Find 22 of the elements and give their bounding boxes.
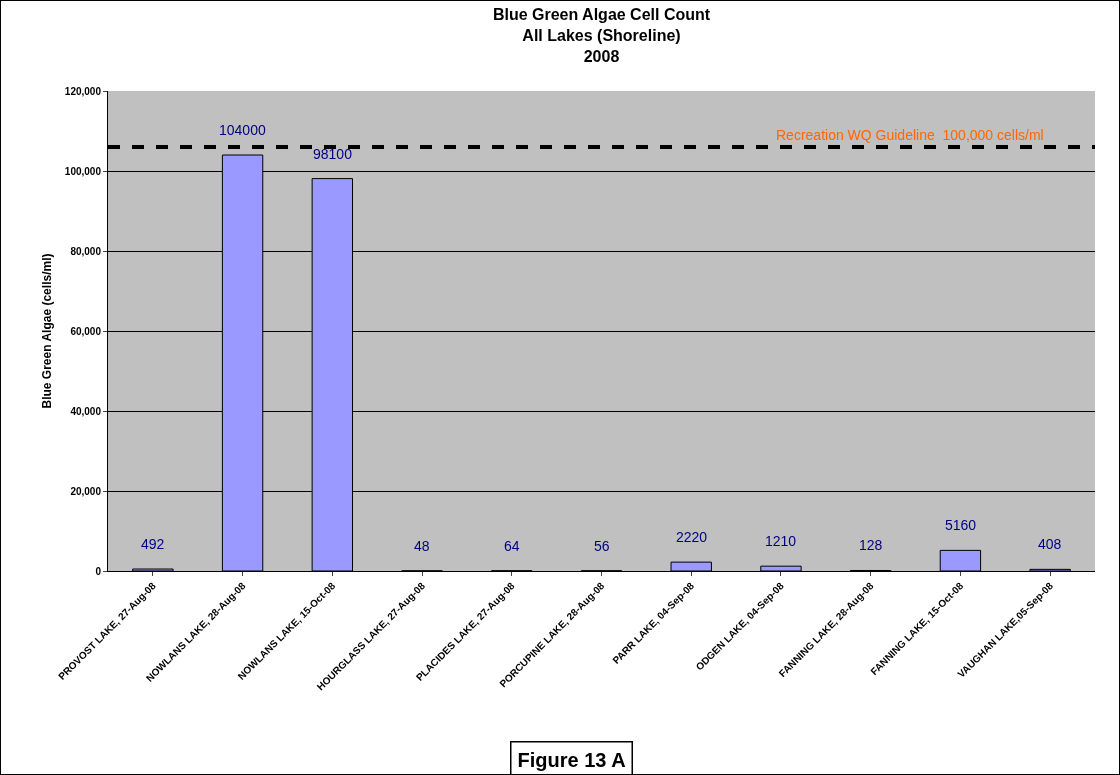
y-tick-label: 120,000 — [64, 85, 102, 97]
caption: Figure 13 A — [517, 748, 626, 771]
data-label: 98100 — [313, 146, 353, 162]
ref-line-label: Recreation WQ Guideline 100,000 cells/ml — [776, 127, 1044, 143]
y-tick-label: 20,000 — [70, 485, 102, 497]
data-label: 64 — [504, 538, 520, 554]
y-tick-label: 60,000 — [70, 325, 102, 337]
data-label: 48 — [414, 538, 430, 554]
data-label: 128 — [859, 537, 883, 553]
data-label: 2220 — [676, 529, 708, 545]
y-tick-label: 80,000 — [70, 245, 102, 257]
data-label: 1210 — [765, 533, 797, 549]
data-label: 408 — [1038, 536, 1062, 552]
y-axis-title: Blue Green Algae (cells/ml) — [40, 253, 55, 409]
data-label: 492 — [141, 536, 165, 552]
data-label: 5160 — [945, 517, 977, 533]
y-tick-label: 40,000 — [70, 405, 102, 417]
data-label: 56 — [594, 538, 610, 554]
y-tick-label: 100,000 — [64, 165, 102, 177]
y-tick-label: 0 — [95, 565, 102, 577]
chart-title: Blue Green Algae Cell Count All Lakes (Shoreline) 2008 — [492, 6, 711, 65]
data-label: 104000 — [219, 122, 266, 138]
